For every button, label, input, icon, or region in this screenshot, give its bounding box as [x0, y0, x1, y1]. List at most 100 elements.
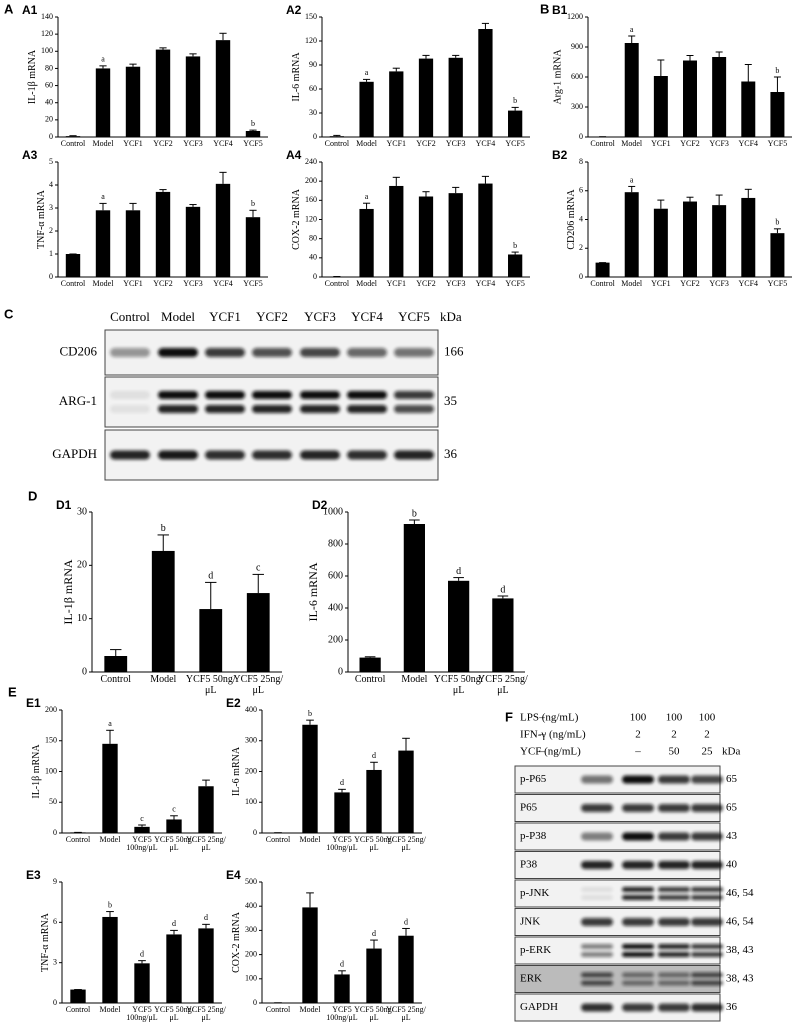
band	[622, 1003, 654, 1012]
row-label: p-JNK	[520, 887, 549, 899]
row-label: GAPDH	[52, 446, 97, 461]
x-tick-label: Model	[150, 674, 177, 685]
band	[658, 972, 690, 978]
y-tick-label: 0	[253, 828, 257, 837]
y-tick-label: 500	[245, 877, 257, 886]
band	[110, 450, 150, 460]
row-label: ARG-1	[59, 393, 97, 408]
annotation: d	[340, 960, 344, 969]
x-tick-label: YCF3	[183, 279, 203, 288]
x-tick-label: Control	[65, 835, 91, 844]
y-tick-label: 2	[579, 243, 583, 252]
y-tick-label: 40	[45, 98, 53, 107]
error-bar	[481, 22, 489, 29]
bar	[125, 66, 141, 137]
bar	[389, 185, 404, 277]
annotation: b	[108, 900, 112, 909]
x-tick-label: YCF5	[505, 279, 525, 288]
annotation: c	[256, 563, 261, 574]
x-tick-label: YCF3	[445, 139, 466, 148]
condition-label: IFN-γ (ng/mL)	[520, 729, 586, 741]
label-box: YCF3	[709, 139, 729, 148]
annotation: d	[208, 571, 213, 582]
condition-level: –	[538, 729, 545, 741]
section-label: E	[8, 684, 17, 699]
condition-level: –	[634, 746, 641, 758]
panel-label: E3	[26, 868, 41, 882]
band	[658, 895, 690, 900]
error-bar	[715, 51, 723, 57]
bar	[448, 57, 463, 137]
error-bar	[744, 188, 752, 198]
label-box: Control	[324, 279, 350, 288]
bar	[478, 29, 493, 137]
band	[691, 804, 723, 812]
y-tick-label: 80	[309, 233, 317, 242]
label-box: Model	[93, 139, 114, 148]
bar	[653, 76, 668, 137]
bar	[185, 206, 201, 277]
band	[158, 450, 198, 460]
label-box: YCF5	[505, 139, 525, 148]
y-tick-label: 140	[41, 12, 53, 21]
bar	[492, 598, 514, 672]
y-tick-label: 800	[328, 538, 343, 549]
bar	[166, 934, 182, 1003]
kda-label: 36	[444, 446, 458, 461]
label-box: YCF5 50ng/μL	[354, 835, 394, 853]
row-label: p-P65	[520, 773, 547, 785]
row-label: ERK	[520, 973, 542, 985]
bar	[366, 948, 382, 1003]
band	[252, 450, 292, 460]
panel-label: A4	[286, 148, 302, 162]
band	[347, 348, 387, 357]
x-tick-label: YCF1	[386, 139, 407, 148]
x-tick-label: YCF1	[651, 139, 671, 148]
band	[252, 405, 292, 413]
x-tick-label: Control	[324, 279, 350, 288]
label-box: YCF2	[416, 139, 436, 148]
label-box: YCF5 25ng/μL	[186, 1005, 226, 1022]
band	[581, 972, 613, 978]
bar	[104, 656, 128, 672]
x-tick-label: Control	[265, 1005, 291, 1014]
unit-label: kDa	[440, 309, 462, 324]
error-bar	[252, 573, 264, 594]
band	[581, 895, 613, 900]
band	[622, 980, 654, 986]
error-bar	[363, 202, 371, 209]
label-box: Model	[100, 1005, 121, 1014]
kda-label: 35	[444, 393, 457, 408]
x-tick-label: YCF2	[153, 139, 173, 148]
label-box: YCF5	[505, 279, 525, 288]
bar	[653, 208, 668, 277]
label-box: Model	[621, 139, 642, 148]
annotation: b	[513, 96, 517, 105]
y-tick-label: 1200	[567, 12, 583, 21]
error-bar	[657, 59, 665, 76]
kda-label: 65	[726, 802, 738, 814]
y-tick-label: 0	[313, 272, 317, 281]
label-box: Model	[100, 835, 121, 844]
bar	[95, 210, 111, 277]
error-bar	[157, 534, 169, 551]
panel-label: E1	[26, 696, 41, 710]
annotation: a	[630, 25, 634, 34]
band	[581, 775, 613, 784]
y-tick-label: 60	[309, 84, 317, 93]
label-box: Control	[325, 139, 349, 148]
x-tick-label: YCF2	[153, 279, 173, 288]
x-tick-label: YCF5 50ng/μL	[354, 835, 394, 853]
annotation: d	[372, 751, 376, 760]
x-tick-label: YCF2	[680, 139, 700, 148]
bar	[198, 928, 214, 1003]
band	[347, 405, 387, 413]
error-bar	[138, 824, 146, 827]
error-bar	[333, 134, 341, 137]
error-bar	[338, 788, 346, 793]
bar	[624, 192, 639, 277]
error-bar	[402, 927, 410, 936]
kda-label: 38, 43	[726, 973, 754, 985]
y-tick-label: 5	[49, 157, 53, 166]
panel-label: E4	[226, 868, 241, 882]
